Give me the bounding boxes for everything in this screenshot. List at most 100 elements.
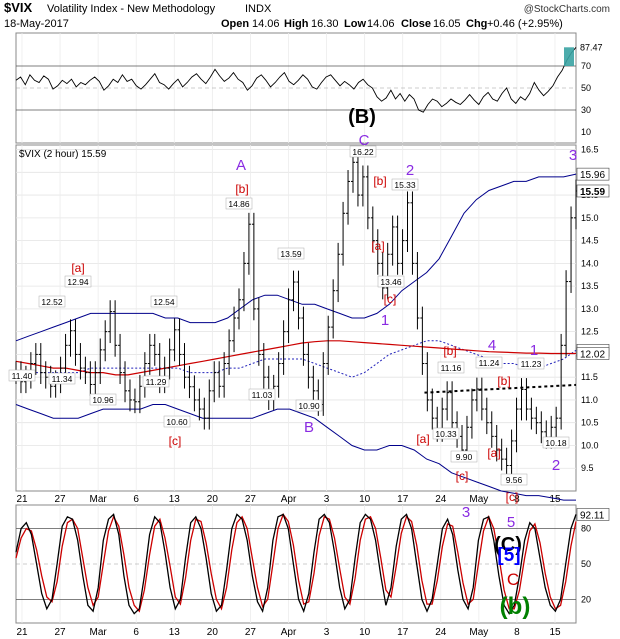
x-tick-label-top: 8 <box>514 494 520 505</box>
x-tick-label-bottom: 27 <box>245 627 257 638</box>
price-tick-label: 10.0 <box>581 440 599 450</box>
stochastic-wave-label: 3 <box>462 504 470 521</box>
wave-label: 2 <box>552 457 560 474</box>
stochastic-tick-label: 20 <box>581 594 591 604</box>
price-tick-label: 14.5 <box>581 236 599 246</box>
price-callout-box <box>349 145 377 158</box>
x-tick-label-bottom: 3 <box>324 627 330 638</box>
price-callout-box <box>38 295 66 308</box>
price-callout: 11.23 <box>521 359 542 369</box>
rsi-tick-label: 50 <box>581 83 591 93</box>
header-symbol: $VIX <box>4 0 33 15</box>
right-value-box <box>576 347 610 360</box>
price-panel <box>15 144 577 492</box>
rsi-last-value: 87.47 <box>580 42 603 52</box>
price-tick-label: 13.5 <box>581 281 599 291</box>
price-tick-label: 10.5 <box>581 418 599 428</box>
high-value: 16.30 <box>311 18 339 30</box>
right-value-box <box>576 167 610 181</box>
price-callout-box <box>377 275 405 288</box>
stochastic-tick-label: 50 <box>581 559 591 569</box>
rsi-layer: 10 30 50 70 87.47 <box>15 42 603 137</box>
price-callout-box <box>48 372 76 385</box>
stochastic-k-line <box>15 513 577 615</box>
close-value: 16.05 <box>433 18 461 30</box>
price-legend: $VIX (2 hour) 15.59 <box>19 149 107 160</box>
price-callout: 15.33 <box>394 180 416 190</box>
x-tick-label-top: 13 <box>169 494 181 505</box>
wave-label: 1 <box>530 342 538 359</box>
price-tick-label: 13.0 <box>581 304 599 314</box>
wave-label: [c] <box>456 469 469 483</box>
x-tick-label-top: 6 <box>133 494 139 505</box>
x-tick-label-bottom: 8 <box>514 627 520 638</box>
price-callout: 10.33 <box>435 429 457 439</box>
x-tick-label-bottom: May <box>469 627 488 638</box>
x-tick-label-top: 10 <box>359 494 371 505</box>
x-tick-label-top: 17 <box>397 494 409 505</box>
price-tick-label: 15.0 <box>581 213 599 223</box>
x-tick-label-bottom: 27 <box>55 627 67 638</box>
price-callout-box <box>542 436 570 449</box>
header-date: 18-May-2017 <box>4 18 69 30</box>
price-callout: 12.54 <box>153 297 175 307</box>
price-callout: 10.18 <box>545 438 567 448</box>
price-tick-label: 9.5 <box>581 463 594 473</box>
resistance-dotted-line <box>424 383 577 394</box>
bollinger-lower-band <box>15 404 576 501</box>
x-tick-label-bottom: Apr <box>281 627 297 638</box>
x-tick-label-bottom: Mar <box>90 627 108 638</box>
price-callout: 13.59 <box>280 249 302 259</box>
price-callout-box <box>437 361 465 374</box>
price-callout-box <box>248 388 276 401</box>
right-value-label: 12.02 <box>580 350 605 361</box>
bollinger-upper-band <box>15 173 577 342</box>
right-value-label: 15.96 <box>580 170 605 181</box>
moving-average-line <box>15 340 576 376</box>
x-tick-label-top: May <box>469 494 488 505</box>
price-callout-box <box>150 295 178 308</box>
price-callout-box <box>391 178 419 191</box>
rsi-tick-label: 30 <box>581 105 591 115</box>
price-callout: 11.16 <box>441 363 462 373</box>
low-label: Low <box>344 18 366 30</box>
price-callout: 11.40 <box>12 371 33 381</box>
stochastic-wave-label: [5] <box>497 545 520 566</box>
wave-label: 1 <box>381 312 389 329</box>
high-label: High <box>284 18 309 30</box>
open-label: Open <box>221 18 249 30</box>
wave-label: [a] <box>416 432 429 446</box>
price-callout: 11.03 <box>252 390 273 400</box>
x-tick-label-top: 20 <box>207 494 219 505</box>
wave-label: B <box>304 419 314 436</box>
right-value-box <box>576 184 610 198</box>
stochastic-d-line <box>15 513 577 613</box>
header-credit: @StockCharts.com <box>524 4 610 15</box>
low-value: 14.06 <box>367 18 395 30</box>
x-tick-label-top: Mar <box>90 494 108 505</box>
price-callout-box <box>500 473 528 486</box>
price-callout-box <box>432 427 460 440</box>
stochastic-last-box <box>576 508 610 521</box>
x-tick-label-bottom: 6 <box>133 627 139 638</box>
price-callout: 12.94 <box>67 277 89 287</box>
price-callout: 13.46 <box>380 277 402 287</box>
wave-label: [a] <box>371 239 384 253</box>
x-tick-label-bottom: 13 <box>169 627 181 638</box>
rsi-line <box>15 47 577 113</box>
wave-label: 3 <box>569 147 577 164</box>
x-tick-label-top: 15 <box>549 494 561 505</box>
wave-label: [b] <box>235 182 248 196</box>
price-callout: 10.60 <box>166 417 188 427</box>
stochastic-wave-label: C <box>507 570 519 589</box>
wave-label: [c] <box>384 292 397 306</box>
price-callout: 10.96 <box>92 395 114 405</box>
wave-label: A <box>236 157 246 174</box>
price-callout: 11.34 <box>52 374 73 384</box>
stochastic-wave-label: (b) <box>500 593 531 620</box>
x-tick-label-bottom: 21 <box>16 627 28 638</box>
rsi-tick-label: 70 <box>581 61 591 71</box>
wave-label: [a] <box>71 261 84 275</box>
price-callout: 10.90 <box>298 401 320 411</box>
bollinger-middle-band <box>16 340 577 378</box>
